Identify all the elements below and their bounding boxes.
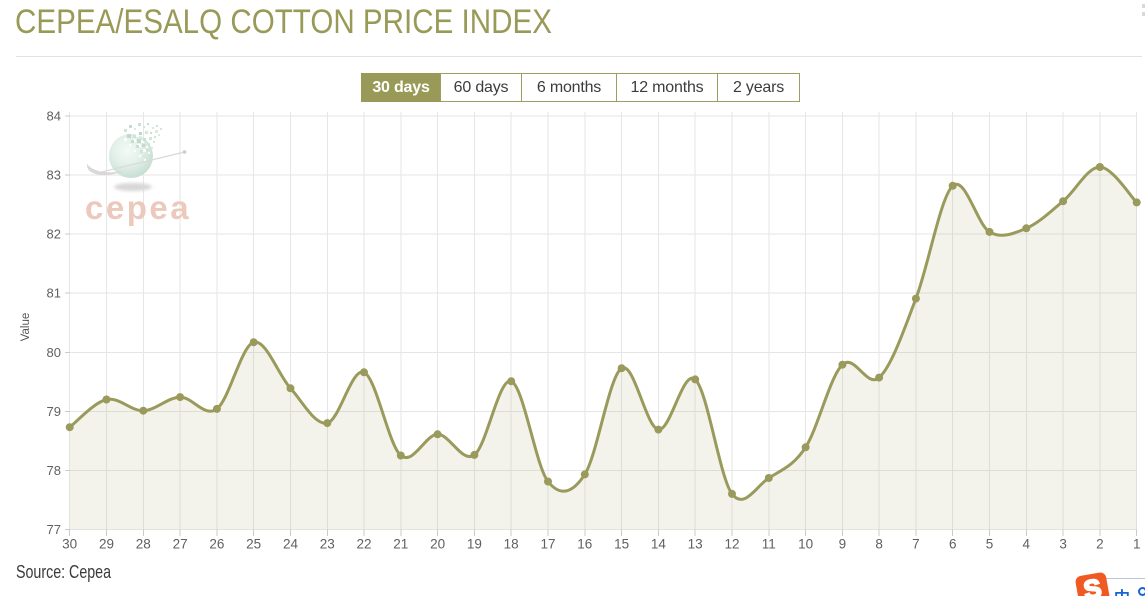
svg-text:23: 23 bbox=[320, 537, 335, 552]
svg-text:29: 29 bbox=[99, 537, 114, 552]
svg-text:10: 10 bbox=[798, 537, 813, 552]
svg-text:19: 19 bbox=[467, 537, 482, 552]
svg-text:9: 9 bbox=[839, 537, 847, 552]
svg-text:7: 7 bbox=[912, 537, 920, 552]
svg-text:16: 16 bbox=[577, 537, 592, 552]
svg-text:13: 13 bbox=[688, 537, 703, 552]
svg-text:81: 81 bbox=[47, 286, 61, 301]
svg-text:28: 28 bbox=[136, 537, 151, 552]
svg-text:3: 3 bbox=[1059, 537, 1067, 552]
svg-text:11: 11 bbox=[762, 537, 776, 552]
svg-text:30: 30 bbox=[62, 537, 77, 552]
svg-text:78: 78 bbox=[47, 463, 61, 478]
svg-text:15: 15 bbox=[614, 537, 629, 552]
svg-text:79: 79 bbox=[47, 404, 61, 419]
svg-text:6: 6 bbox=[949, 537, 957, 552]
svg-text:77: 77 bbox=[47, 522, 61, 537]
svg-text:27: 27 bbox=[173, 537, 188, 552]
svg-text:8: 8 bbox=[875, 537, 883, 552]
svg-text:14: 14 bbox=[651, 537, 667, 552]
svg-text:22: 22 bbox=[356, 537, 371, 552]
svg-text:4: 4 bbox=[1023, 537, 1031, 552]
svg-text:25: 25 bbox=[246, 537, 261, 552]
svg-text:5: 5 bbox=[986, 537, 994, 552]
svg-text:82: 82 bbox=[47, 227, 61, 242]
svg-text:21: 21 bbox=[393, 537, 408, 552]
svg-text:18: 18 bbox=[504, 537, 519, 552]
svg-text:2: 2 bbox=[1096, 537, 1104, 552]
svg-text:20: 20 bbox=[430, 537, 445, 552]
svg-text:12: 12 bbox=[724, 537, 739, 552]
svg-text:26: 26 bbox=[209, 537, 224, 552]
svg-text:83: 83 bbox=[47, 168, 61, 183]
svg-text:80: 80 bbox=[47, 345, 61, 360]
svg-text:1: 1 bbox=[1133, 537, 1141, 552]
svg-text:Value: Value bbox=[20, 313, 32, 342]
svg-text:84: 84 bbox=[47, 109, 61, 124]
svg-text:24: 24 bbox=[283, 537, 299, 552]
svg-text:17: 17 bbox=[540, 537, 555, 552]
svg-text:cepea: cepea bbox=[85, 189, 191, 226]
